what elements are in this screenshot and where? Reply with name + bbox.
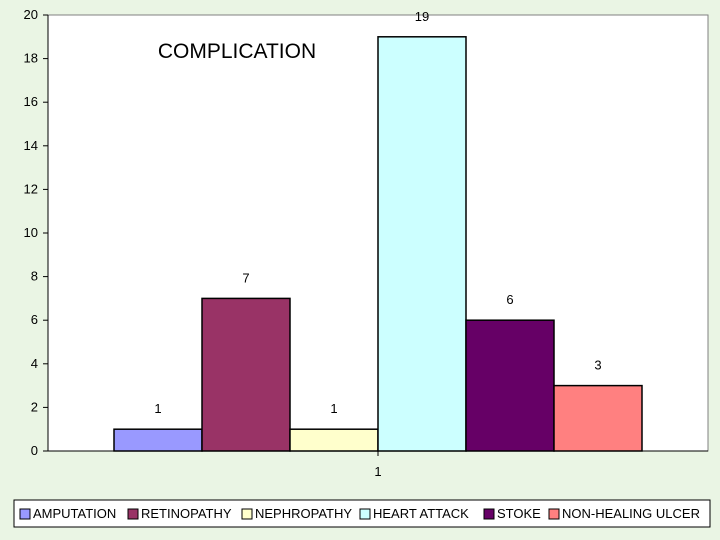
bar-amputation	[113, 428, 203, 452]
legend-label: RETINOPATHY	[141, 506, 232, 521]
y-tick-label: 8	[31, 269, 38, 284]
bar-heart-attack	[377, 36, 467, 452]
y-tick-label: 2	[31, 399, 38, 414]
y-tick-label: 18	[24, 51, 38, 66]
legend-label: STOKE	[497, 506, 541, 521]
data-label: 1	[330, 401, 337, 416]
data-label: 7	[242, 270, 249, 285]
legend: AMPUTATION RETINOPATHY NEPHROPATHY HEART AT…	[13, 499, 711, 528]
data-label: 3	[594, 358, 601, 373]
bar-stoke	[465, 319, 555, 452]
y-tick-label: 4	[31, 356, 38, 371]
legend-label: NON-HEALING ULCER	[562, 506, 700, 521]
y-tick-label: 0	[31, 443, 38, 458]
legend-swatch	[359, 508, 371, 520]
data-label: 6	[506, 292, 513, 307]
bar-retinopathy	[201, 297, 291, 452]
x-category-label: 1	[374, 464, 381, 479]
y-tick-label: 6	[31, 312, 38, 327]
chart-title: COMPLICATION	[158, 40, 316, 63]
bar-non-healing-ulcer	[553, 384, 643, 452]
legend-swatch	[19, 508, 31, 520]
legend-label: AMPUTATION	[33, 506, 116, 521]
y-tick-label: 12	[24, 181, 38, 196]
bar-nephropathy	[289, 428, 379, 452]
legend-swatch	[241, 508, 253, 520]
y-tick-label: 20	[24, 7, 38, 22]
y-tick-label: 14	[24, 138, 38, 153]
data-labels: 1 7 1 19 6 3	[154, 9, 601, 416]
y-tick-label: 10	[24, 225, 38, 240]
bars	[113, 36, 643, 452]
legend-swatch	[127, 508, 139, 520]
legend-swatch	[548, 508, 560, 520]
data-label: 19	[415, 9, 429, 24]
data-label: 1	[154, 401, 161, 416]
legend-label: NEPHROPATHY	[255, 506, 352, 521]
legend-label: HEART ATTACK	[373, 506, 469, 521]
y-tick-label: 16	[24, 94, 38, 109]
legend-swatch	[483, 508, 495, 520]
